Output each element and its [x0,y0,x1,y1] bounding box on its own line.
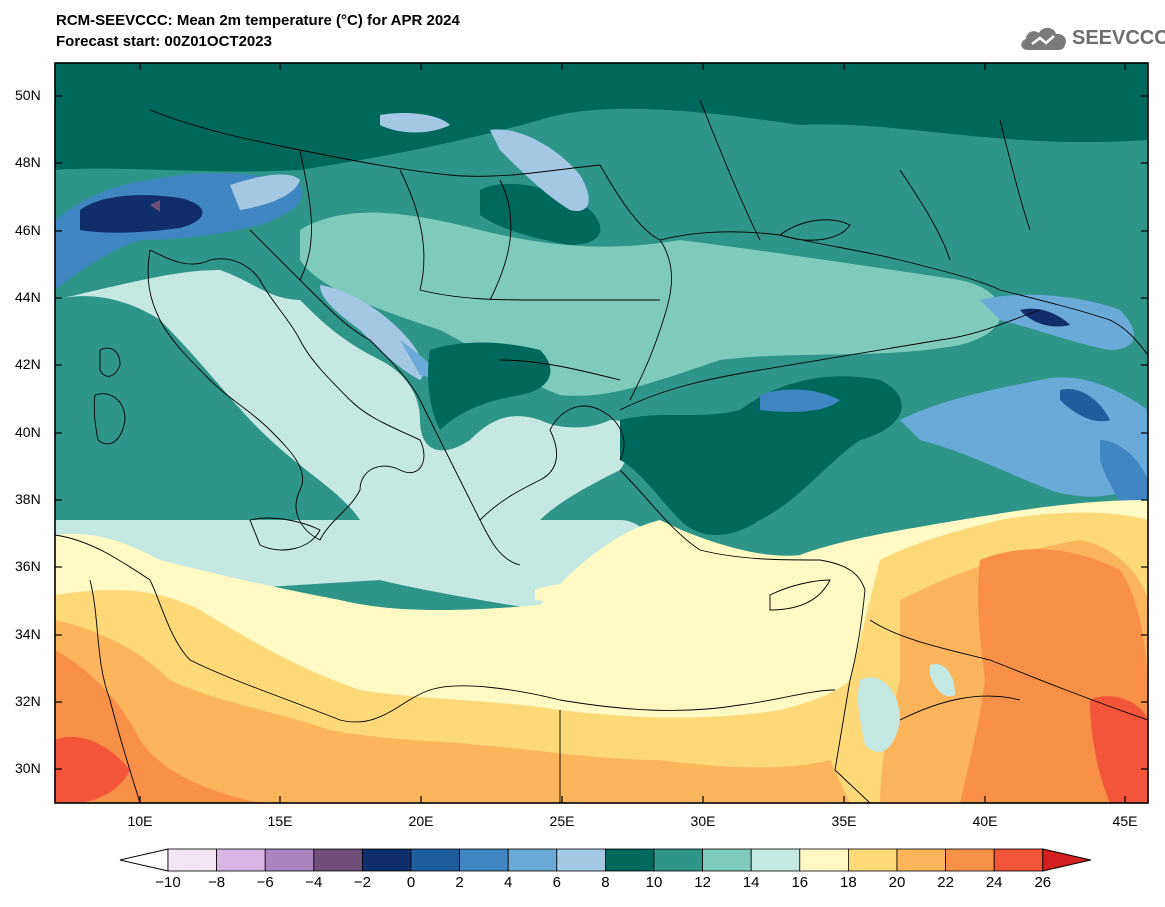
lat-label: 32N [15,693,41,709]
colorbar-under-triangle [119,848,169,872]
colorbar-swatch [653,848,703,872]
colorbar-label: −2 [353,874,371,891]
lat-label: 40N [15,424,41,440]
colorbar-swatch [896,848,946,872]
map-title: RCM-SEEVCCC: Mean 2m temperature (°C) fo… [56,12,460,29]
colorbar-label: 24 [985,874,1003,891]
colorbar-swatch [264,848,315,872]
lon-label: 35E [831,813,857,829]
colorbar-label: 2 [455,874,464,891]
lon-label: 45E [1112,813,1138,829]
colorbar-label: 16 [791,874,809,891]
lat-label: 48N [15,154,41,170]
colorbar-label: 6 [552,874,561,891]
logo-text: SEEVCCC [1072,27,1165,49]
colorbar-swatch [945,848,995,872]
colorbar-label: −4 [305,874,323,891]
colorbar-label: 18 [840,874,857,891]
forecast-start-label: Forecast start: 00Z01OCT2023 [56,33,272,50]
colorbar-swatch [556,848,606,872]
colorbar-label: 4 [504,874,513,891]
colorbar-label: 26 [1034,874,1052,891]
colorbar-swatch [216,848,266,872]
coastlines [55,99,1148,803]
colorbar-label: 20 [888,874,906,891]
colorbar-label: 14 [742,874,760,891]
colorbar-swatch [702,848,752,872]
colorbar-swatch [361,848,412,872]
lat-label: 46N [15,222,41,238]
colorbar-swatch [507,848,558,872]
lon-label: 10E [127,813,153,829]
lat-label: 34N [15,626,41,642]
colorbar-swatch [605,848,655,872]
lat-label: 42N [15,356,41,372]
lat-label: 50N [15,87,41,103]
colorbar-swatch [410,848,460,872]
colorbar-label: −8 [208,874,226,891]
colorbar-label: −10 [155,874,181,891]
colorbar-label: 12 [694,874,711,891]
colorbar-swatch [313,848,363,872]
colorbar-label: 22 [937,874,954,891]
seevccc-logo: SEEVCCC [1018,22,1165,58]
colorbar-swatch [799,848,849,872]
colorbar [119,848,1091,872]
colorbar-label: 8 [601,874,610,891]
lon-label: 30E [690,813,716,829]
lon-label: 15E [267,813,293,829]
colorbar-label: −6 [256,874,274,891]
lon-label: 20E [408,813,434,829]
lon-label: 40E [972,813,998,829]
colorbar-over-triangle [1042,848,1091,872]
cloud-logo-icon [1021,27,1066,50]
lat-label: 38N [15,491,41,507]
colorbar-swatch [993,848,1044,872]
colorbar-label: 0 [406,874,416,891]
colorbar-swatch [167,848,217,872]
colorbar-swatch [848,848,898,872]
lon-label: 25E [549,813,575,829]
colorbar-swatch [750,848,801,872]
colorbar-swatch [459,848,509,872]
colorbar-label: 10 [645,874,663,891]
axis-ticks [55,63,1148,803]
lat-label: 44N [15,289,41,305]
lat-label: 36N [15,558,41,574]
lat-label: 30N [15,760,41,776]
temperature-field [55,63,1148,803]
